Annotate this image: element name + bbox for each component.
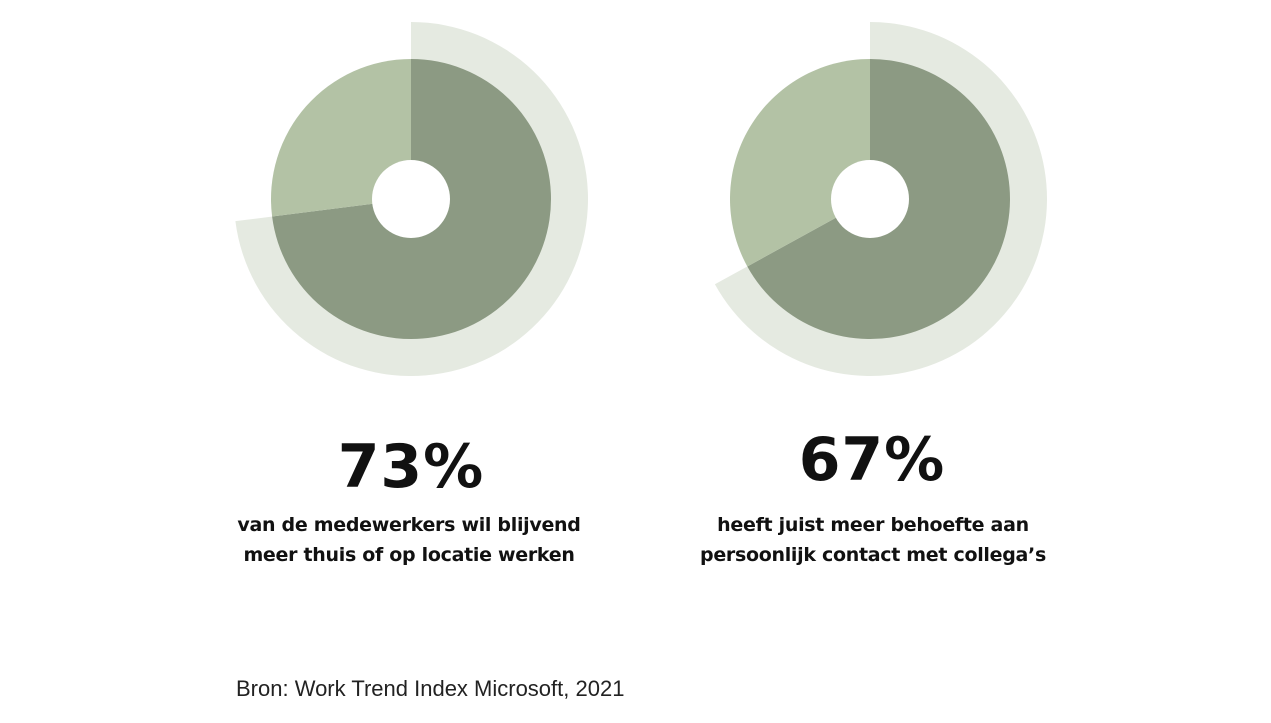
source-note: Bron: Work Trend Index Microsoft, 2021: [236, 676, 625, 701]
chart-2-description-line-1: heeft juist meer behoefte aan: [717, 514, 1029, 536]
chart-2-description: heeft juist meer behoefte aan persoonlij…: [673, 510, 1073, 570]
pie-slice-overig: [271, 59, 411, 217]
donut-chart-2: [714, 21, 1048, 376]
chart-1-description-line-1: van de medewerkers wil blijvend: [237, 514, 581, 536]
chart-1-description-line-2: meer thuis of op locatie werken: [243, 544, 575, 566]
chart-1-percentage: 73%: [337, 432, 485, 502]
donut-chart-1: [235, 22, 588, 376]
donut-hole: [372, 160, 450, 238]
chart-1-description: van de medewerkers wil blijvend meer thu…: [209, 510, 609, 570]
chart-2-description-line-2: persoonlijk contact met collega’s: [700, 544, 1046, 566]
donut-hole: [831, 160, 909, 238]
chart-2-percentage: 67%: [798, 425, 946, 495]
